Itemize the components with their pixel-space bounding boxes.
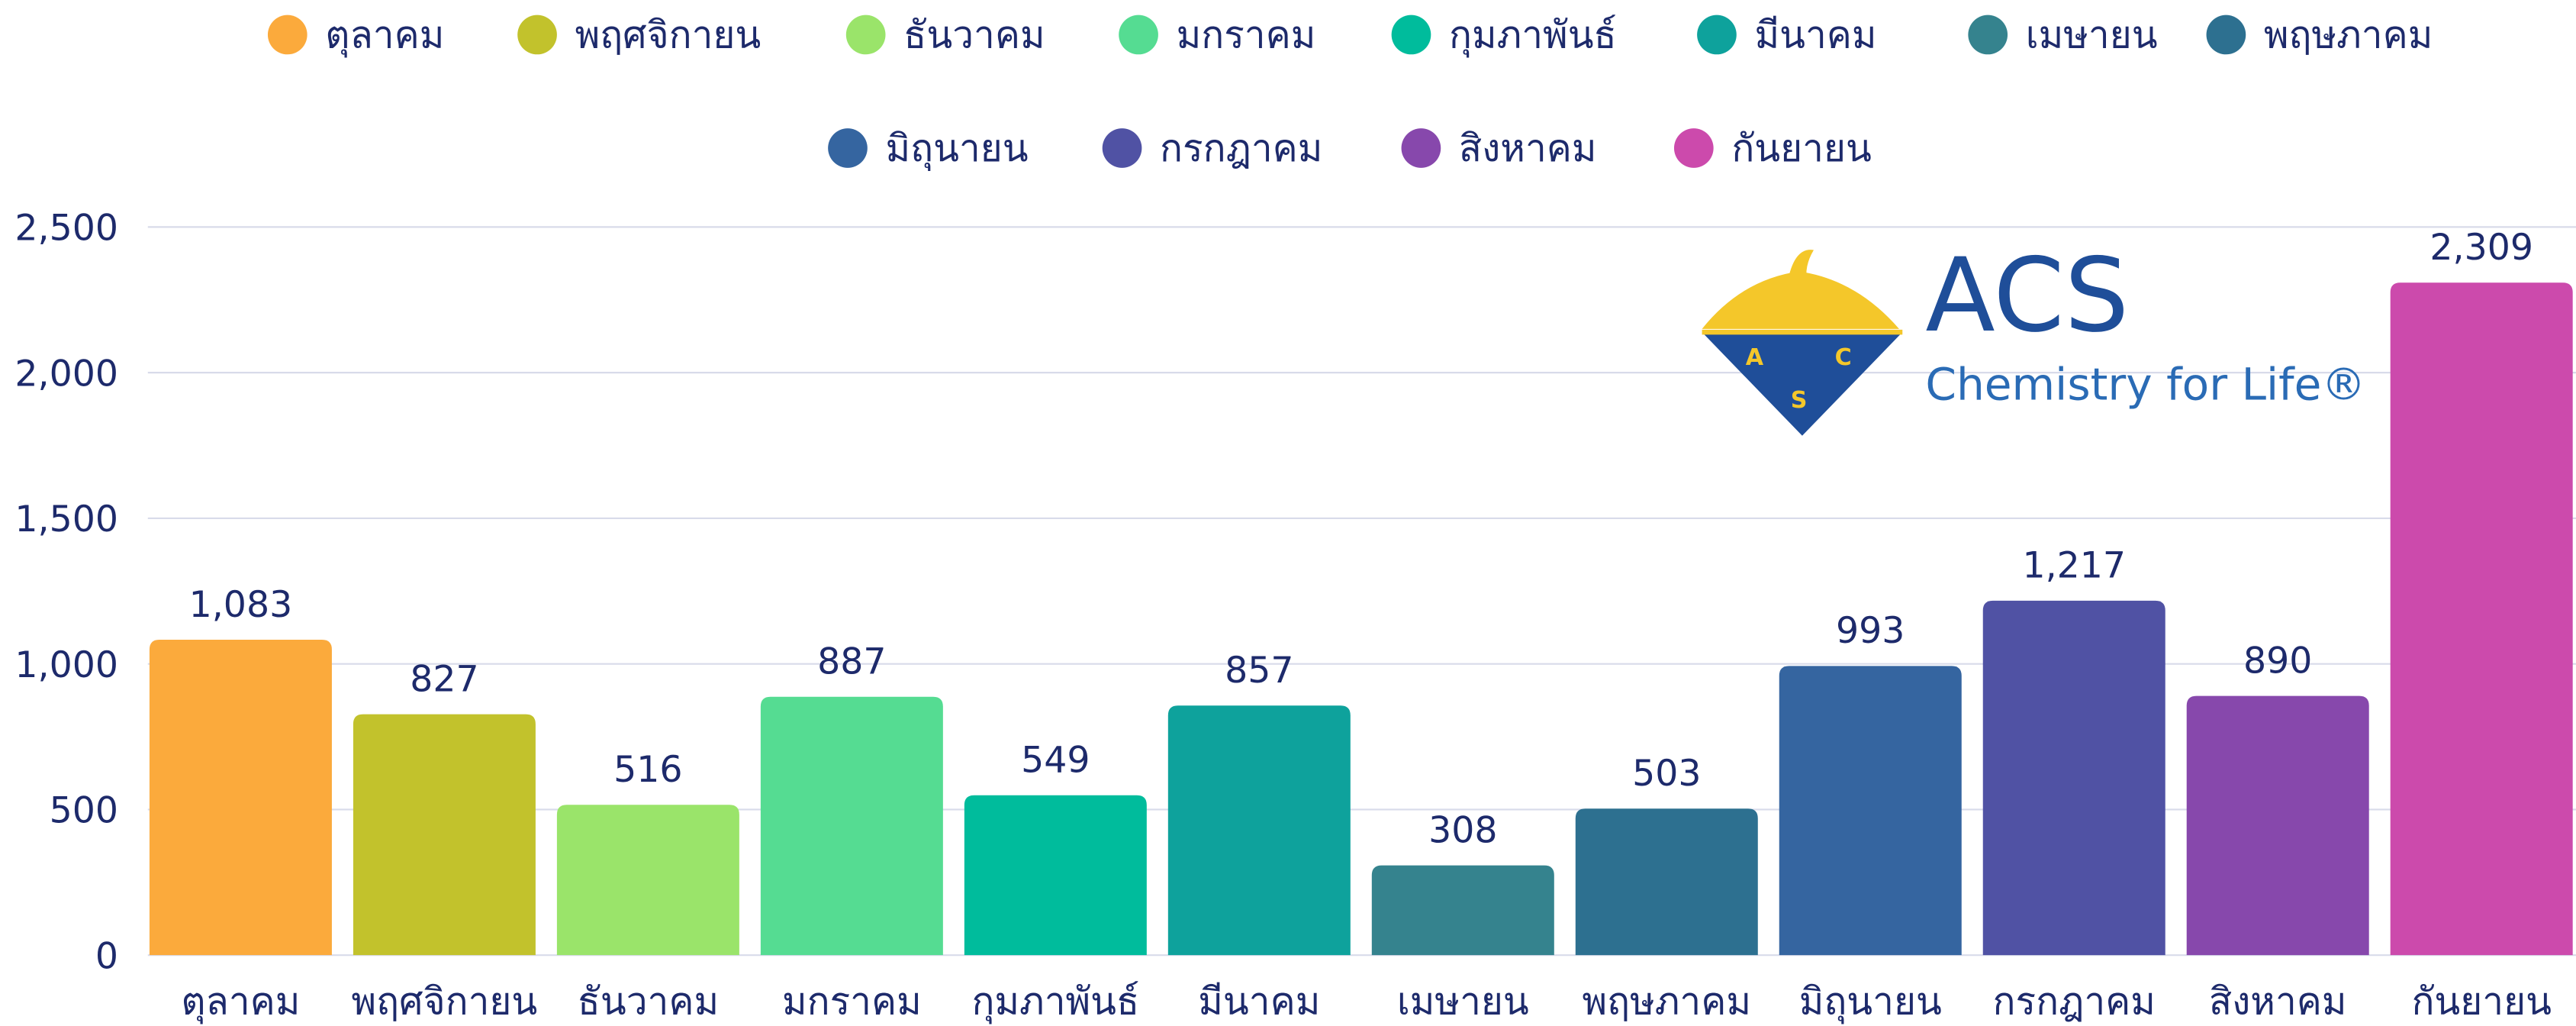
logo-eagle-head: [1787, 250, 1814, 283]
logo-eagle-wings: [1702, 271, 1899, 329]
legend-label: ตุลาคม: [325, 13, 444, 58]
y-tick-label: 500: [50, 790, 118, 832]
x-tick-label: พฤษภาคม: [1583, 979, 1751, 1024]
y-tick-label: 1,000: [14, 644, 118, 686]
logo-diamond: [1702, 332, 1903, 436]
logo-letter: S: [1791, 387, 1808, 414]
logo-name: ACS: [1925, 237, 2129, 355]
legend-swatch: [1102, 128, 1142, 168]
bar: [1575, 808, 1758, 956]
legend-swatch: [2206, 15, 2246, 55]
y-tick-label: 1,500: [14, 498, 118, 540]
legend-swatch: [517, 15, 557, 55]
y-tick-label: 2,000: [14, 353, 118, 395]
legend-swatch: [1401, 128, 1441, 168]
legend-swatch: [1697, 15, 1737, 55]
x-tick-label: ธันวาคม: [578, 979, 719, 1024]
bar: [760, 696, 943, 956]
bar: [1167, 705, 1351, 956]
x-tick-label: กรกฎาคม: [1993, 979, 2156, 1024]
bar: [964, 795, 1147, 956]
bar: [353, 714, 536, 956]
x-tick-label: มิถุนายน: [1799, 979, 1942, 1024]
bar: [2186, 695, 2369, 956]
legend-swatch: [1391, 15, 1431, 55]
value-label: 516: [613, 749, 682, 791]
value-label: 549: [1021, 740, 1090, 782]
logo-tagline: Chemistry for Life®: [1925, 358, 2365, 410]
legend-label: ธันวาคม: [903, 13, 1045, 57]
legend-label: สิงหาคม: [1459, 126, 1597, 170]
y-tick-label: 0: [95, 935, 118, 977]
value-label: 503: [1632, 753, 1701, 795]
legend-swatch: [267, 15, 308, 55]
legend-label: พฤศจิกายน: [575, 13, 762, 57]
acs-logo: A C S ACS Chemistry for Life®: [1702, 237, 2365, 436]
logo-letter: C: [1835, 344, 1852, 371]
value-label: 887: [817, 641, 886, 683]
legend-label: มีนาคม: [1754, 13, 1876, 57]
legend-swatch: [1968, 15, 2008, 55]
x-tick-label: สิงหาคม: [2209, 979, 2347, 1024]
x-tick-label: กันยายน: [2411, 979, 2552, 1024]
bar: [1371, 865, 1554, 956]
legend-label: กรกฎาคม: [1160, 126, 1322, 170]
legend-label: เมษายน: [2026, 13, 2158, 57]
legend-label: กุมภาพันธ์: [1449, 13, 1617, 58]
x-tick-label: ตุลาคม: [181, 979, 300, 1024]
value-label: 993: [1836, 610, 1905, 652]
x-tick-label: เมษายน: [1397, 979, 1529, 1024]
value-label: 2,309: [2429, 227, 2533, 269]
bar: [1982, 600, 2165, 956]
value-label: 890: [2243, 640, 2312, 682]
bar: [149, 639, 332, 956]
x-tick-label: มกราคม: [782, 979, 922, 1024]
legend-label: มกราคม: [1177, 13, 1316, 57]
x-tick-label: กุมภาพันธ์: [971, 979, 1139, 1024]
y-tick-label: 2,500: [14, 208, 118, 250]
x-tick-label: พฤศจิกายน: [352, 979, 538, 1024]
legend-label: พฤษภาคม: [2264, 13, 2433, 57]
value-label: 827: [410, 659, 478, 701]
legend-swatch: [1673, 128, 1714, 168]
bar: [2390, 282, 2573, 956]
legend-swatch: [1119, 15, 1158, 55]
legend-swatch: [828, 128, 868, 168]
legend-swatch: [845, 15, 886, 55]
value-label: 1,083: [189, 584, 293, 626]
value-label: 1,217: [2022, 545, 2126, 587]
bar: [1779, 666, 1962, 956]
x-tick-label: มีนาคม: [1198, 979, 1320, 1024]
legend-label: มิถุนายน: [886, 126, 1029, 171]
bar: [556, 805, 739, 956]
legend-label: กันยายน: [1731, 126, 1872, 170]
value-label: 308: [1428, 810, 1497, 852]
value-label: 857: [1225, 650, 1293, 692]
logo-letter: A: [1746, 344, 1764, 371]
